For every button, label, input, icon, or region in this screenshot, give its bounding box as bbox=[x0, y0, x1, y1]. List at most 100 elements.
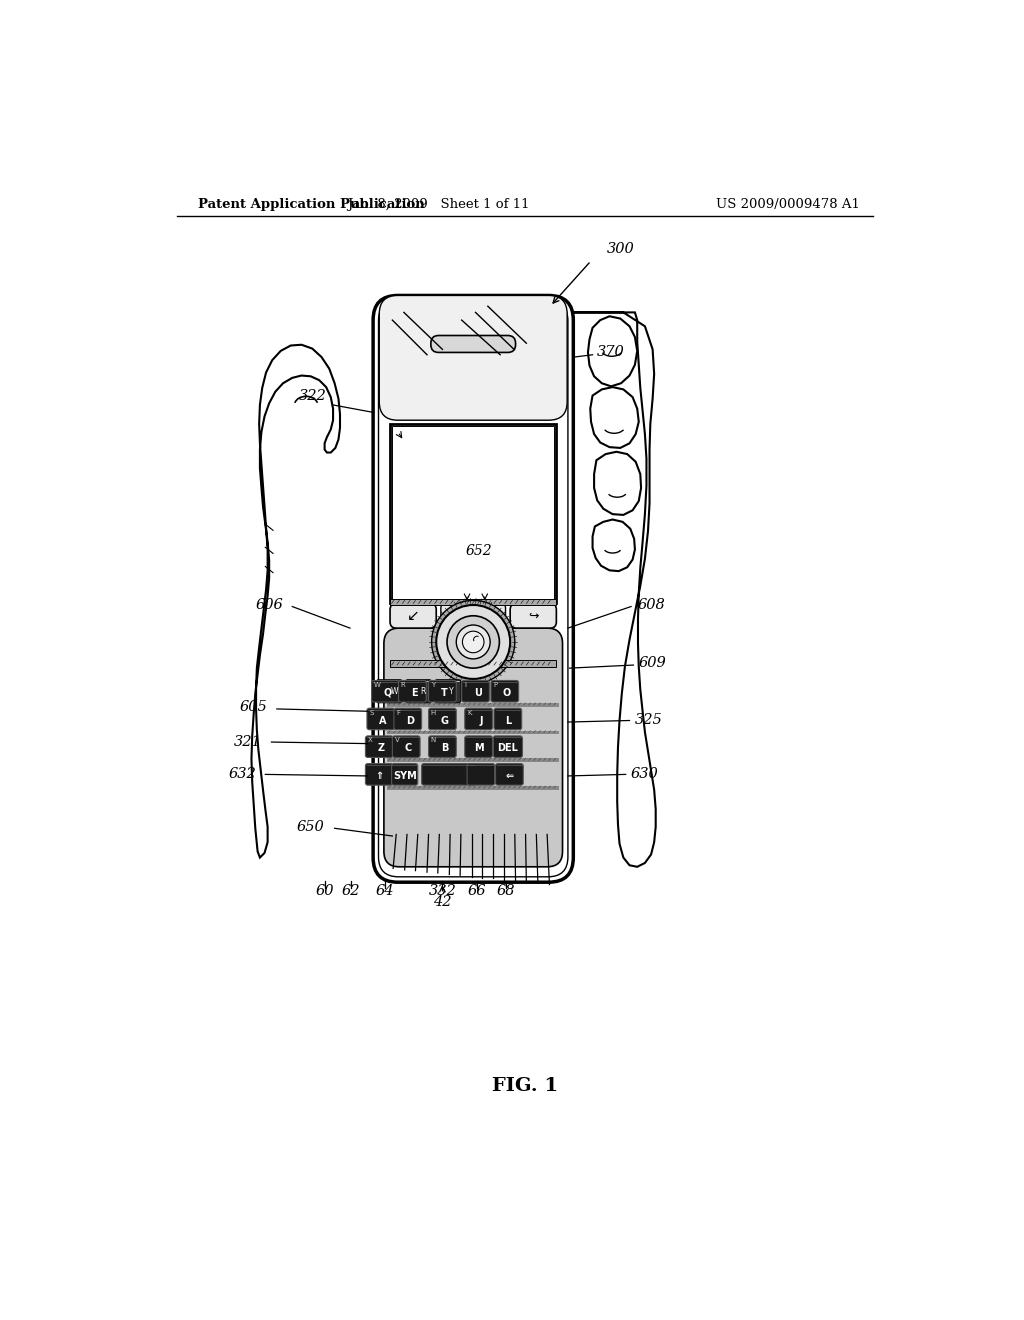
Text: 64: 64 bbox=[376, 884, 394, 899]
Text: X: X bbox=[368, 738, 373, 743]
Bar bbox=[387, 758, 559, 762]
Text: 630: 630 bbox=[631, 767, 658, 781]
FancyBboxPatch shape bbox=[391, 763, 418, 785]
FancyBboxPatch shape bbox=[465, 737, 493, 758]
Text: U: U bbox=[474, 688, 481, 698]
Text: US 2009/0009478 A1: US 2009/0009478 A1 bbox=[716, 198, 859, 211]
Text: A: A bbox=[379, 715, 387, 726]
Text: ⇑: ⇑ bbox=[375, 771, 383, 781]
Text: 608: 608 bbox=[637, 598, 665, 612]
FancyBboxPatch shape bbox=[373, 296, 573, 882]
FancyBboxPatch shape bbox=[429, 681, 457, 702]
FancyBboxPatch shape bbox=[496, 763, 523, 785]
FancyBboxPatch shape bbox=[441, 603, 470, 628]
Text: DEL: DEL bbox=[498, 743, 518, 754]
Text: R: R bbox=[420, 686, 425, 696]
Text: Y: Y bbox=[431, 682, 435, 688]
Text: ⇐: ⇐ bbox=[505, 771, 513, 781]
Text: K: K bbox=[467, 710, 471, 715]
Circle shape bbox=[436, 605, 510, 678]
Text: 66: 66 bbox=[468, 884, 486, 899]
Bar bbox=[390, 660, 556, 667]
Text: 325: 325 bbox=[635, 714, 663, 727]
FancyBboxPatch shape bbox=[390, 603, 436, 628]
FancyBboxPatch shape bbox=[406, 680, 432, 702]
Text: E: E bbox=[416, 686, 422, 696]
Text: W: W bbox=[391, 686, 398, 696]
Circle shape bbox=[457, 626, 490, 659]
Bar bbox=[387, 785, 559, 789]
Text: 605: 605 bbox=[240, 700, 267, 714]
Text: P: P bbox=[494, 682, 498, 688]
Text: 1: 1 bbox=[407, 681, 411, 686]
Text: ↪: ↪ bbox=[528, 610, 539, 622]
Polygon shape bbox=[590, 387, 639, 447]
Text: Jan. 8, 2009   Sheet 1 of 11: Jan. 8, 2009 Sheet 1 of 11 bbox=[347, 198, 529, 211]
FancyBboxPatch shape bbox=[372, 681, 399, 702]
Polygon shape bbox=[593, 520, 635, 572]
Text: G: G bbox=[440, 715, 449, 726]
Polygon shape bbox=[252, 345, 340, 858]
Polygon shape bbox=[573, 313, 655, 867]
FancyBboxPatch shape bbox=[465, 708, 493, 730]
FancyBboxPatch shape bbox=[366, 737, 393, 758]
Text: T: T bbox=[444, 686, 451, 696]
FancyBboxPatch shape bbox=[431, 335, 515, 352]
FancyBboxPatch shape bbox=[510, 603, 556, 628]
FancyBboxPatch shape bbox=[462, 681, 489, 702]
FancyBboxPatch shape bbox=[435, 680, 461, 702]
Text: Q: Q bbox=[384, 688, 392, 698]
Text: Patent Application Publication: Patent Application Publication bbox=[199, 198, 425, 211]
Circle shape bbox=[447, 615, 500, 668]
Text: Y: Y bbox=[450, 686, 454, 696]
Text: E: E bbox=[412, 688, 418, 698]
Text: W: W bbox=[374, 682, 381, 688]
Text: 370: 370 bbox=[596, 346, 625, 359]
Text: 606: 606 bbox=[255, 598, 283, 612]
Text: ↩: ↩ bbox=[485, 610, 497, 622]
Text: 2: 2 bbox=[436, 681, 439, 686]
Bar bbox=[392, 426, 554, 601]
FancyBboxPatch shape bbox=[494, 708, 521, 730]
Text: 332: 332 bbox=[428, 884, 457, 899]
Text: Q: Q bbox=[385, 686, 393, 696]
FancyBboxPatch shape bbox=[384, 628, 562, 867]
Text: H: H bbox=[431, 710, 436, 715]
FancyBboxPatch shape bbox=[422, 763, 475, 785]
FancyBboxPatch shape bbox=[367, 708, 394, 730]
Circle shape bbox=[463, 631, 484, 653]
Text: J: J bbox=[479, 715, 482, 726]
FancyBboxPatch shape bbox=[429, 737, 457, 758]
FancyBboxPatch shape bbox=[379, 296, 567, 420]
FancyBboxPatch shape bbox=[394, 708, 422, 730]
Text: R: R bbox=[400, 682, 406, 688]
Text: 321: 321 bbox=[233, 735, 261, 748]
Polygon shape bbox=[588, 317, 637, 387]
FancyBboxPatch shape bbox=[429, 708, 457, 730]
Text: 62: 62 bbox=[342, 884, 360, 899]
Text: B: B bbox=[441, 743, 449, 754]
Text: I: I bbox=[464, 682, 466, 688]
Text: S: S bbox=[370, 710, 374, 715]
FancyBboxPatch shape bbox=[494, 737, 522, 758]
FancyBboxPatch shape bbox=[476, 603, 506, 628]
FancyBboxPatch shape bbox=[366, 763, 393, 785]
Text: SYM: SYM bbox=[393, 771, 417, 781]
Text: V: V bbox=[394, 738, 399, 743]
Text: 652: 652 bbox=[466, 544, 493, 558]
Bar bbox=[390, 424, 556, 603]
Text: 42: 42 bbox=[433, 895, 452, 909]
FancyBboxPatch shape bbox=[392, 737, 420, 758]
Text: ↙: ↙ bbox=[407, 609, 420, 623]
Text: D: D bbox=[407, 715, 414, 726]
FancyBboxPatch shape bbox=[398, 681, 426, 702]
Text: 632: 632 bbox=[228, 767, 256, 781]
Text: L: L bbox=[505, 715, 511, 726]
Text: ▲: ▲ bbox=[452, 611, 459, 620]
Bar bbox=[387, 730, 559, 734]
FancyBboxPatch shape bbox=[467, 763, 495, 785]
Text: 609: 609 bbox=[639, 656, 667, 669]
Text: Z: Z bbox=[378, 743, 385, 754]
Bar bbox=[390, 599, 556, 605]
Text: 300: 300 bbox=[606, 243, 634, 256]
